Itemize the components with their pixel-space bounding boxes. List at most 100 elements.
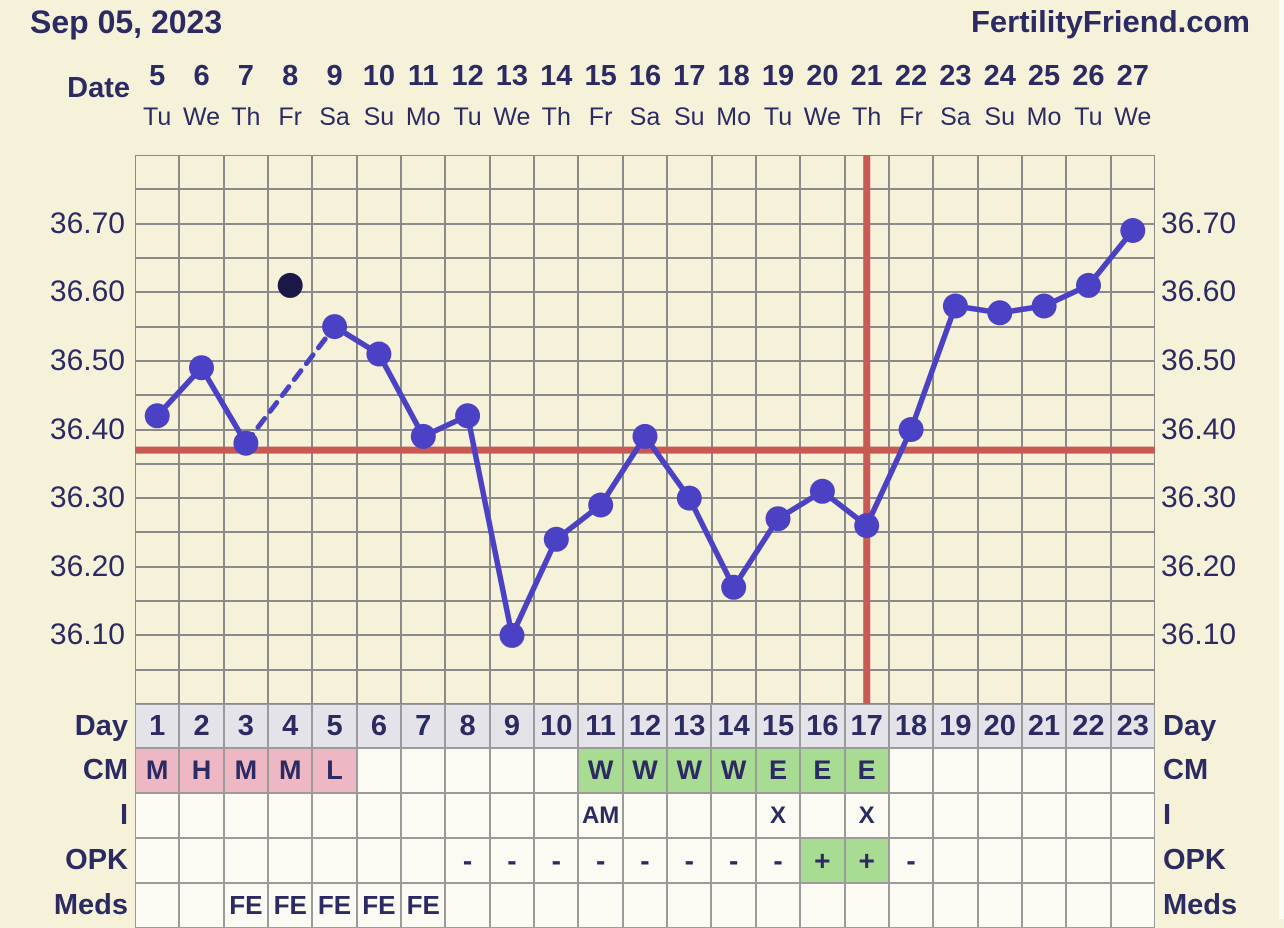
- cm-cell-day-8: [445, 748, 490, 793]
- cm-cell-day-6: [356, 748, 402, 793]
- temp-point-day-17: [854, 513, 880, 539]
- weekday-label: Th: [852, 102, 882, 131]
- day-cell-day-6: 6: [356, 704, 402, 748]
- i-cell-day-11: AM: [578, 793, 623, 838]
- opk-cell-day-1: [135, 838, 180, 883]
- opk-cell-day-17: +: [844, 838, 889, 883]
- weekday-label: We: [182, 102, 221, 131]
- i-cell-day-18: [888, 793, 934, 838]
- day-cell-day-12: 12: [622, 704, 668, 748]
- table-row-day: Day 1 2 3 4 5 6 7 8 9 10 11 12 13 14 15 16 17 18 19 20 21 22 23…: [0, 704, 1284, 748]
- cm-cell-day-5: L: [312, 748, 357, 793]
- day-cell-day-2: 2: [179, 704, 224, 748]
- row-label-opk-right: OPK: [1163, 844, 1226, 876]
- i-cell-day-8: [445, 793, 490, 838]
- date-number: 24: [983, 59, 1016, 92]
- temp-point-day-13: [676, 485, 702, 511]
- temp-point-day-23: [1120, 218, 1146, 243]
- date-number: 9: [326, 59, 343, 92]
- date-number: 15: [584, 59, 617, 92]
- y-tick-label: 36.70: [49, 206, 125, 240]
- table-row-meds: Meds FE FE FE FE FE Meds: [0, 883, 1284, 928]
- date-number: 21: [850, 59, 883, 92]
- day-cell-day-19: 19: [933, 704, 978, 748]
- temp-point-day-20: [987, 300, 1013, 326]
- weekday-label: We: [493, 102, 531, 131]
- temp-point-day-18: [898, 417, 924, 442]
- weekday-label: Th: [541, 102, 571, 131]
- y-tick-label: 36.60: [49, 275, 125, 309]
- meds-cell-day-19: [933, 883, 978, 928]
- meds-cell-day-9: [489, 883, 535, 928]
- y-tick-label: 36.10: [1161, 618, 1237, 652]
- opk-cell-day-9: -: [489, 838, 535, 883]
- row-label-cm-left: CM: [82, 754, 128, 786]
- weekday-label: We: [1114, 102, 1152, 131]
- meds-cell-day-5: FE: [312, 883, 357, 928]
- y-tick-label: 36.50: [49, 343, 125, 377]
- meds-cell-day-15: [755, 883, 801, 928]
- date-number: 16: [628, 59, 662, 92]
- cm-cell-day-15: E: [755, 748, 801, 793]
- row-label-day-right: Day: [1163, 709, 1217, 742]
- temp-point-day-2: [189, 355, 214, 381]
- i-cell-day-3: [223, 793, 269, 838]
- cm-cell-day-14: W: [711, 748, 756, 793]
- date-number: 26: [1072, 59, 1105, 92]
- opk-cell-day-20: [977, 838, 1022, 883]
- day-cell-day-9: 9: [489, 704, 535, 748]
- day-cell-day-11: 11: [578, 704, 623, 748]
- table-row-cm: CM M H M M L W W W W E E E CM: [0, 748, 1284, 793]
- temp-point-day-7: [410, 423, 436, 449]
- cm-cell-day-18: [888, 748, 934, 793]
- day-cell-day-22: 22: [1066, 704, 1111, 748]
- day-cell-day-15: 15: [755, 704, 801, 748]
- cm-cell-day-20: [977, 748, 1022, 793]
- y-tick-label: 36.50: [1161, 343, 1237, 377]
- i-cell-day-22: [1066, 793, 1111, 838]
- i-cell-day-5: [312, 793, 357, 838]
- day-cell-day-4: 4: [268, 704, 313, 748]
- discarded-temp-point: [277, 272, 303, 298]
- cm-cell-day-17: E: [844, 748, 889, 793]
- cm-cell-day-10: [534, 748, 579, 793]
- opk-cell-day-16: +: [800, 838, 845, 883]
- i-cell-day-15: X: [755, 793, 801, 838]
- day-cell-day-17: 17: [844, 704, 889, 748]
- i-cell-day-19: [933, 793, 978, 838]
- weekday-label: Fr: [588, 102, 613, 131]
- opk-cell-day-15: -: [755, 838, 801, 883]
- weekday-label: Tu: [453, 102, 482, 131]
- meds-cell-day-11: [578, 883, 623, 928]
- weekday-label: Sa: [940, 102, 971, 131]
- date-number: 27: [1116, 59, 1149, 92]
- day-cell-day-16: 16: [800, 704, 845, 748]
- weekday-label: Sa: [319, 102, 350, 131]
- brand-link[interactable]: FertilityFriend.com: [970, 4, 1250, 39]
- opk-cell-day-7: [401, 838, 446, 883]
- weekday-label: Th: [231, 102, 261, 131]
- opk-cell-day-5: [312, 838, 357, 883]
- temp-point-day-9: [499, 622, 525, 648]
- i-cell-day-12: [622, 793, 668, 838]
- temp-point-day-21: [1031, 293, 1057, 319]
- day-cell-day-1: 1: [135, 704, 180, 748]
- date-number: 25: [1027, 59, 1061, 92]
- weekday-label: Fr: [899, 102, 923, 131]
- cm-cell-day-2: H: [179, 748, 224, 793]
- opk-cell-day-21: [1021, 838, 1067, 883]
- date-number: 13: [495, 59, 529, 92]
- opk-cell-day-11: -: [578, 838, 623, 883]
- y-tick-label: 36.70: [1161, 206, 1237, 240]
- day-cell-day-8: 8: [445, 704, 490, 748]
- i-cell-day-2: [179, 793, 224, 838]
- opk-cell-day-8: -: [445, 838, 490, 883]
- weekday-row: Tu We Th Fr Sa Su Mo Tu We Th Fr Sa Su Mo Tu We Th Fr Sa Su…: [135, 100, 1155, 134]
- row-label-cm-right: CM: [1163, 754, 1209, 786]
- y-tick-label: 36.20: [49, 549, 125, 583]
- weekday-label: Su: [674, 102, 705, 131]
- weekday-label: Mo: [716, 102, 751, 131]
- date-number: 12: [451, 59, 484, 92]
- y-tick-label: 36.10: [49, 618, 125, 652]
